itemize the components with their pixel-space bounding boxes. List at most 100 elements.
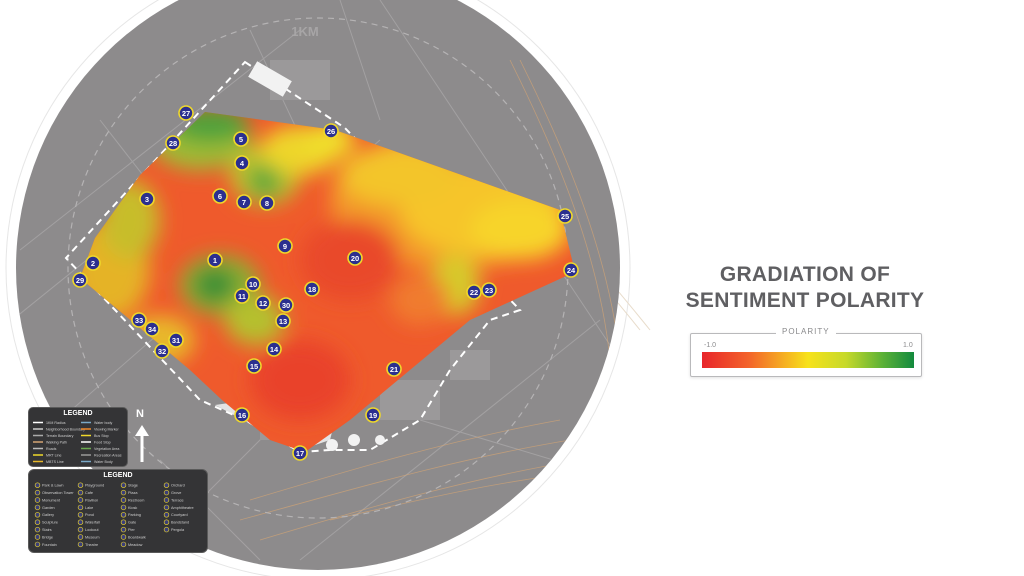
marker-23: 23 (481, 282, 497, 298)
marker-circle (563, 262, 579, 278)
marker-16: 16 (234, 407, 250, 423)
marker-label: 1 (213, 256, 217, 265)
marker-26: 26 (323, 123, 339, 139)
legend-large-marker (77, 489, 84, 496)
marker-32: 32 (154, 343, 170, 359)
marker-9: 9 (277, 238, 293, 254)
legend-large-label: Plaza (128, 491, 138, 495)
legend-large-marker (120, 482, 127, 488)
legend-large-label: Garden (42, 506, 55, 510)
marker-circle (131, 312, 147, 328)
marker-22: 22 (466, 284, 482, 300)
legend-large-marker (77, 497, 84, 503)
legend-large-label: Monument (42, 498, 61, 502)
scale-label: 1KM (291, 24, 318, 39)
legend-large-marker (163, 512, 170, 518)
marker-20: 20 (347, 250, 363, 266)
legend-large-label: Gate (128, 521, 136, 525)
marker-label: 17 (296, 449, 304, 458)
legend-large-marker (34, 512, 41, 518)
title-line-2: SENTIMENT POLARITY (685, 289, 925, 312)
marker-circle (323, 123, 339, 139)
marker-circle (165, 135, 181, 151)
marker-circle (72, 272, 88, 288)
title-line-1: GRADIATION OF (719, 263, 891, 286)
marker-label: 30 (282, 301, 290, 310)
marker-circle (275, 313, 291, 329)
legend-large-title: LEGEND (103, 472, 133, 479)
legend-large-marker (163, 489, 170, 496)
marker-18: 18 (304, 281, 320, 297)
legend-large-label: Meadow (128, 543, 143, 547)
marker-circle (144, 321, 160, 337)
marker-circle (386, 361, 402, 377)
legend-large-marker (77, 519, 84, 525)
marker-label: 29 (76, 276, 84, 285)
legend-small-label: Water body (94, 421, 112, 425)
marker-33: 33 (131, 312, 147, 328)
marker-circle (207, 252, 223, 268)
legend-large-marker (34, 482, 41, 488)
legend-small-label: Roads (46, 447, 57, 451)
marker-circle (347, 250, 363, 266)
legend-panel-large: LEGEND Park & Lawn Observation Tower Monum… (28, 469, 208, 553)
marker-12: 12 (255, 295, 271, 311)
legend-large-label: Restroom (128, 498, 144, 502)
marker-label: 26 (327, 127, 335, 136)
legend-large-label: Playground (85, 484, 104, 488)
legend-large-label: Lookout (85, 528, 99, 532)
legend-large-label: Amphitheatre (171, 506, 194, 510)
legend-small-label: MRT Line (46, 454, 61, 458)
legend-large-label: Lake (85, 506, 93, 510)
marker-label: 13 (279, 317, 287, 326)
marker-label: 6 (218, 192, 222, 201)
legend-small-label: Bus Stop (94, 434, 109, 438)
marker-label: 16 (238, 411, 246, 420)
marker-circle (278, 297, 294, 313)
polarity-min: -1.0 (704, 342, 717, 349)
site-boundary (64, 60, 522, 454)
marker-circle (557, 208, 573, 224)
polarity-legend: POLARITY -1.0 1.0 (690, 327, 922, 377)
legend-small-items: 1KM Radius Neighborhood Boundary Terrain B… (33, 421, 122, 464)
north-arrow-icon (135, 425, 149, 462)
marker-label: 9 (283, 242, 287, 251)
marker-8: 8 (259, 195, 275, 211)
marker-circle (212, 188, 228, 204)
marker-circle (233, 131, 249, 147)
marker-17: 17 (292, 445, 308, 461)
legend-large-label: Pavilion (85, 498, 98, 502)
legend-small-label: Neighborhood Boundary (46, 428, 85, 432)
legend-large-label: Pier (128, 528, 135, 532)
legend-large-marker (34, 526, 41, 533)
legend-large-label: Boardwalk (128, 535, 146, 539)
marker-11: 11 (234, 288, 250, 304)
legend-large-label: Stairs (42, 528, 52, 532)
legend-panel-small: LEGEND 1KM Radius Neighborhood Boundary Te… (28, 407, 128, 467)
marker-label: 31 (172, 336, 180, 345)
legend-large-marker (120, 489, 127, 496)
legend-large-label: Pond (85, 513, 94, 517)
legend-large-label: Cafe (85, 491, 93, 495)
legend-large-marker (34, 519, 41, 525)
legend-large-label: Pergola (171, 528, 185, 532)
north-label: N (136, 408, 144, 420)
legend-large-marker (163, 526, 170, 533)
marker-label: 14 (270, 345, 279, 354)
marker-label: 5 (239, 135, 243, 144)
legend-large-marker (120, 497, 127, 503)
marker-label: 4 (240, 159, 245, 168)
legend-large-label: Parking (128, 513, 141, 517)
marker-circle (292, 445, 308, 461)
marker-circle (255, 295, 271, 311)
legend-small-label: Viewing Marker (94, 428, 120, 432)
legend-large-marker (77, 526, 84, 533)
legend-large-label: Courtyard (171, 513, 188, 517)
legend-small-label: Terrain Boundary (46, 434, 74, 438)
legend-large-marker (163, 519, 170, 525)
marker-5: 5 (233, 131, 249, 147)
marker-28: 28 (165, 135, 181, 151)
marker-24: 24 (563, 262, 579, 278)
marker-label: 7 (242, 198, 246, 207)
